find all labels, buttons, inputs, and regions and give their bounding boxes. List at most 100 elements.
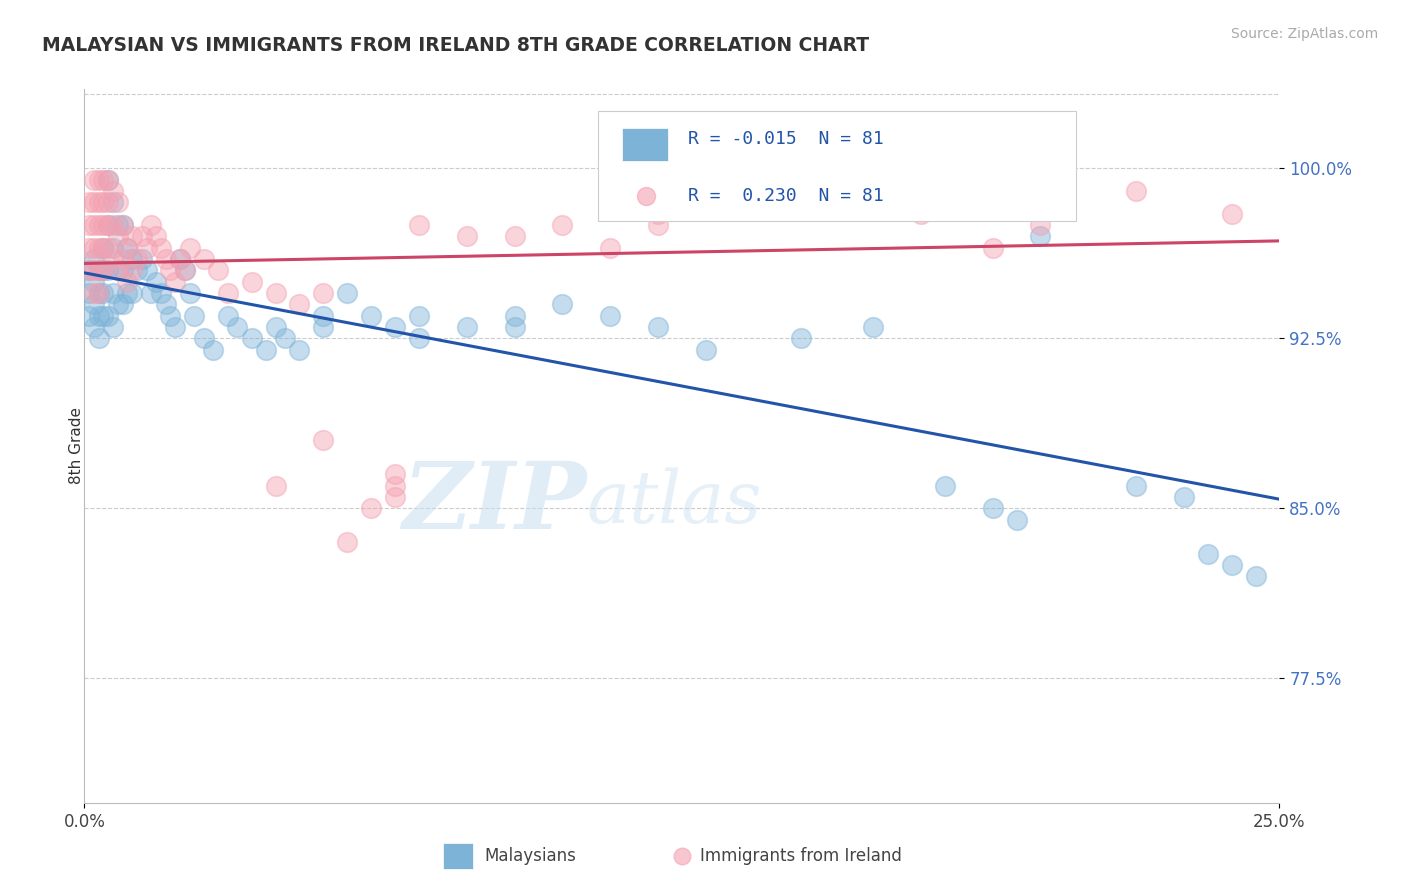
Point bbox=[141, 218, 163, 232]
Point bbox=[83, 241, 105, 255]
Point bbox=[647, 320, 669, 334]
Point bbox=[934, 478, 956, 492]
Point bbox=[107, 229, 129, 244]
Point bbox=[288, 343, 311, 357]
Point bbox=[107, 218, 129, 232]
Point bbox=[790, 184, 813, 198]
Point bbox=[101, 286, 124, 301]
Point bbox=[117, 241, 139, 255]
Point bbox=[117, 275, 139, 289]
Point bbox=[790, 195, 813, 210]
Point bbox=[97, 309, 120, 323]
Point bbox=[217, 286, 239, 301]
Point bbox=[107, 297, 129, 311]
Point bbox=[193, 331, 215, 345]
Point bbox=[97, 218, 120, 232]
Point bbox=[97, 218, 120, 232]
Point bbox=[111, 297, 134, 311]
Point bbox=[456, 229, 478, 244]
Point bbox=[647, 207, 669, 221]
Point bbox=[77, 218, 100, 232]
Point bbox=[93, 218, 115, 232]
Point bbox=[141, 286, 163, 301]
Point bbox=[408, 331, 430, 345]
Point bbox=[93, 241, 115, 255]
Point bbox=[87, 195, 110, 210]
Point bbox=[97, 173, 120, 187]
Point bbox=[77, 286, 100, 301]
Point bbox=[93, 263, 115, 277]
Point bbox=[83, 263, 105, 277]
Point bbox=[551, 218, 574, 232]
Point bbox=[111, 263, 134, 277]
Point bbox=[93, 263, 115, 277]
Point bbox=[183, 309, 205, 323]
Point bbox=[695, 195, 717, 210]
Point bbox=[169, 252, 191, 266]
Point bbox=[87, 286, 110, 301]
Point bbox=[456, 320, 478, 334]
Point bbox=[117, 241, 139, 255]
Point bbox=[408, 218, 430, 232]
Point bbox=[87, 173, 110, 187]
Point bbox=[173, 263, 195, 277]
Point bbox=[83, 320, 105, 334]
Point bbox=[111, 218, 134, 232]
FancyBboxPatch shape bbox=[599, 111, 1077, 221]
Text: Malaysians: Malaysians bbox=[485, 847, 576, 865]
Point bbox=[312, 320, 335, 334]
Point bbox=[87, 331, 110, 345]
Point bbox=[93, 195, 115, 210]
Point bbox=[125, 263, 148, 277]
Point bbox=[165, 320, 187, 334]
Point bbox=[408, 309, 430, 323]
Point bbox=[274, 331, 297, 345]
Point bbox=[87, 218, 110, 232]
Point bbox=[1220, 558, 1243, 572]
Point bbox=[125, 252, 148, 266]
Point bbox=[360, 501, 382, 516]
Point bbox=[101, 218, 124, 232]
Point bbox=[886, 195, 908, 210]
Point bbox=[149, 241, 172, 255]
Text: MALAYSIAN VS IMMIGRANTS FROM IRELAND 8TH GRADE CORRELATION CHART: MALAYSIAN VS IMMIGRANTS FROM IRELAND 8TH… bbox=[42, 36, 869, 54]
Point bbox=[117, 286, 139, 301]
FancyBboxPatch shape bbox=[443, 844, 472, 869]
Point bbox=[551, 297, 574, 311]
Point bbox=[131, 252, 153, 266]
Point bbox=[111, 218, 134, 232]
Point bbox=[1029, 218, 1052, 232]
Point bbox=[312, 286, 335, 301]
Point bbox=[1220, 207, 1243, 221]
Point bbox=[159, 309, 181, 323]
Point bbox=[111, 252, 134, 266]
Point bbox=[1125, 478, 1147, 492]
Point bbox=[1005, 513, 1028, 527]
Point bbox=[179, 241, 201, 255]
Y-axis label: 8th Grade: 8th Grade bbox=[69, 408, 83, 484]
Point bbox=[97, 173, 120, 187]
Point bbox=[695, 343, 717, 357]
Point bbox=[83, 195, 105, 210]
Point bbox=[87, 263, 110, 277]
Point bbox=[503, 229, 526, 244]
Point bbox=[149, 286, 172, 301]
Point bbox=[862, 320, 884, 334]
Point bbox=[107, 263, 129, 277]
Point bbox=[97, 263, 120, 277]
Point bbox=[1244, 569, 1267, 583]
Point bbox=[503, 320, 526, 334]
Text: atlas: atlas bbox=[586, 467, 762, 539]
Point bbox=[1125, 184, 1147, 198]
Point bbox=[93, 241, 115, 255]
Point bbox=[288, 297, 311, 311]
Point bbox=[226, 320, 249, 334]
Point bbox=[87, 263, 110, 277]
Point bbox=[910, 207, 932, 221]
Point bbox=[202, 343, 225, 357]
Point bbox=[83, 173, 105, 187]
Point bbox=[107, 263, 129, 277]
Text: R = -0.015  N = 81: R = -0.015 N = 81 bbox=[688, 130, 883, 148]
Point bbox=[599, 309, 621, 323]
Point bbox=[93, 173, 115, 187]
